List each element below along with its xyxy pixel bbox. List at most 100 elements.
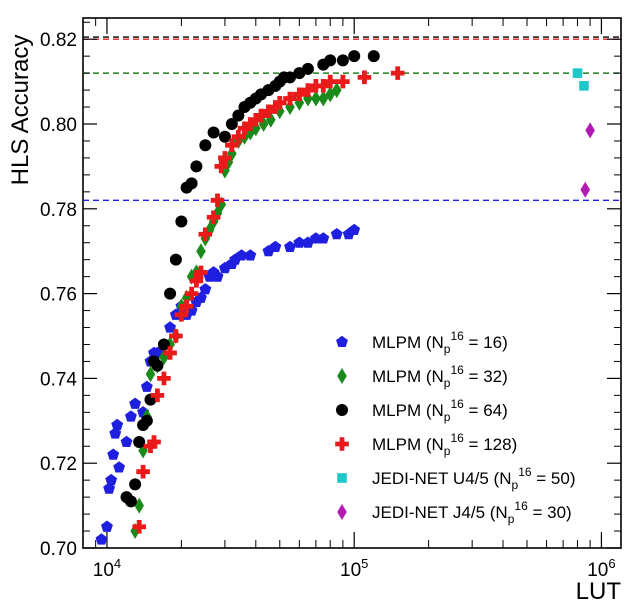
data-point [184, 286, 199, 301]
data-point [140, 414, 153, 427]
data-point [254, 108, 268, 123]
legend-marker-5 [337, 504, 347, 520]
data-point [336, 54, 349, 67]
data-point [214, 159, 229, 174]
data-point [243, 117, 258, 131]
legend-label-4: JEDI-NET U4/5 (Np16 = 50) [372, 465, 576, 492]
data-point [390, 66, 405, 80]
x-tick-label: 106 [587, 556, 615, 581]
data-point [325, 86, 336, 103]
data-point [95, 533, 108, 545]
y-tick-label: 0.78 [40, 200, 77, 221]
data-point [211, 270, 224, 282]
legend-label-1: MLPM (Np16 = 32) [372, 363, 508, 390]
data-point [316, 79, 331, 93]
data-point [284, 240, 296, 253]
data-point [323, 74, 338, 89]
data-point [164, 287, 177, 300]
data-point [348, 50, 361, 63]
plot-frame [82, 17, 622, 549]
data-point [157, 338, 170, 351]
data-point [283, 91, 297, 106]
data-point [249, 112, 263, 127]
data-point [309, 79, 323, 93]
data-point [111, 418, 124, 431]
data-point [207, 126, 220, 139]
data-point [218, 130, 231, 143]
data-point [189, 274, 204, 288]
data-point [235, 249, 248, 261]
y-tick-label: 0.72 [40, 454, 77, 475]
y-tick-label: 0.70 [40, 539, 77, 560]
data-point [140, 380, 153, 392]
data-point [225, 118, 238, 130]
data-point [218, 151, 232, 165]
legend-marker-3 [335, 437, 349, 451]
y-tick-label: 0.82 [40, 30, 77, 51]
y-tick-label: 0.74 [40, 369, 77, 390]
data-point [232, 109, 245, 122]
data-point [348, 223, 361, 236]
data-point [261, 104, 276, 119]
data-point [206, 210, 221, 225]
series-4 [572, 68, 589, 91]
data-point [120, 435, 133, 448]
data-point [317, 232, 330, 244]
data-point [585, 122, 595, 139]
data-point [237, 121, 252, 136]
data-point [105, 473, 118, 486]
data-point [199, 283, 212, 295]
data-point [251, 120, 261, 137]
data-point [179, 299, 194, 314]
x-tick-label: 105 [340, 556, 368, 581]
data-point [268, 100, 283, 114]
data-point [186, 268, 197, 285]
legend-marker-4 [337, 473, 347, 483]
legend-label-3: MLPM (Np16 = 128) [372, 431, 517, 458]
data-point [103, 482, 116, 494]
data-point [204, 222, 215, 238]
data-point [269, 240, 282, 253]
data-point [185, 177, 198, 190]
data-point [357, 70, 372, 85]
legend-label-0: MLPM (Np16 = 16) [372, 329, 508, 356]
data-point [165, 336, 175, 353]
data-point [174, 308, 189, 322]
data-point [133, 436, 146, 448]
data-point [194, 265, 208, 280]
data-point [331, 82, 342, 99]
series-5 [580, 122, 595, 198]
y-tick-label: 0.76 [40, 285, 77, 306]
data-point [210, 193, 225, 208]
data-point [169, 253, 182, 266]
data-point [572, 68, 583, 78]
data-point [231, 129, 246, 144]
data-point [336, 74, 350, 89]
data-point [129, 397, 142, 409]
data-point [324, 54, 337, 67]
series-1 [130, 82, 342, 540]
data-point [151, 359, 164, 372]
data-point [169, 329, 183, 343]
data-point [175, 215, 188, 228]
legend: MLPM (Np16 = 16) MLPM (Np16 = 32) MLPM (Np… [335, 329, 576, 526]
data-point [293, 236, 306, 248]
data-point [150, 388, 165, 403]
data-point [272, 96, 287, 110]
data-point [284, 71, 297, 84]
data-point [109, 427, 122, 439]
data-point [101, 520, 113, 532]
data-point [225, 138, 239, 152]
data-point [292, 87, 307, 102]
series-3 [132, 66, 405, 534]
legend-marker-1 [337, 368, 347, 384]
data-point [579, 81, 589, 91]
data-point [190, 160, 203, 173]
data-point [143, 439, 158, 454]
data-point [145, 366, 156, 383]
x-axis: 104 105 106 [82, 18, 616, 581]
series-0 [95, 223, 361, 545]
data-point [301, 83, 315, 97]
y-axis-title: HLS Accuracy [7, 35, 34, 186]
